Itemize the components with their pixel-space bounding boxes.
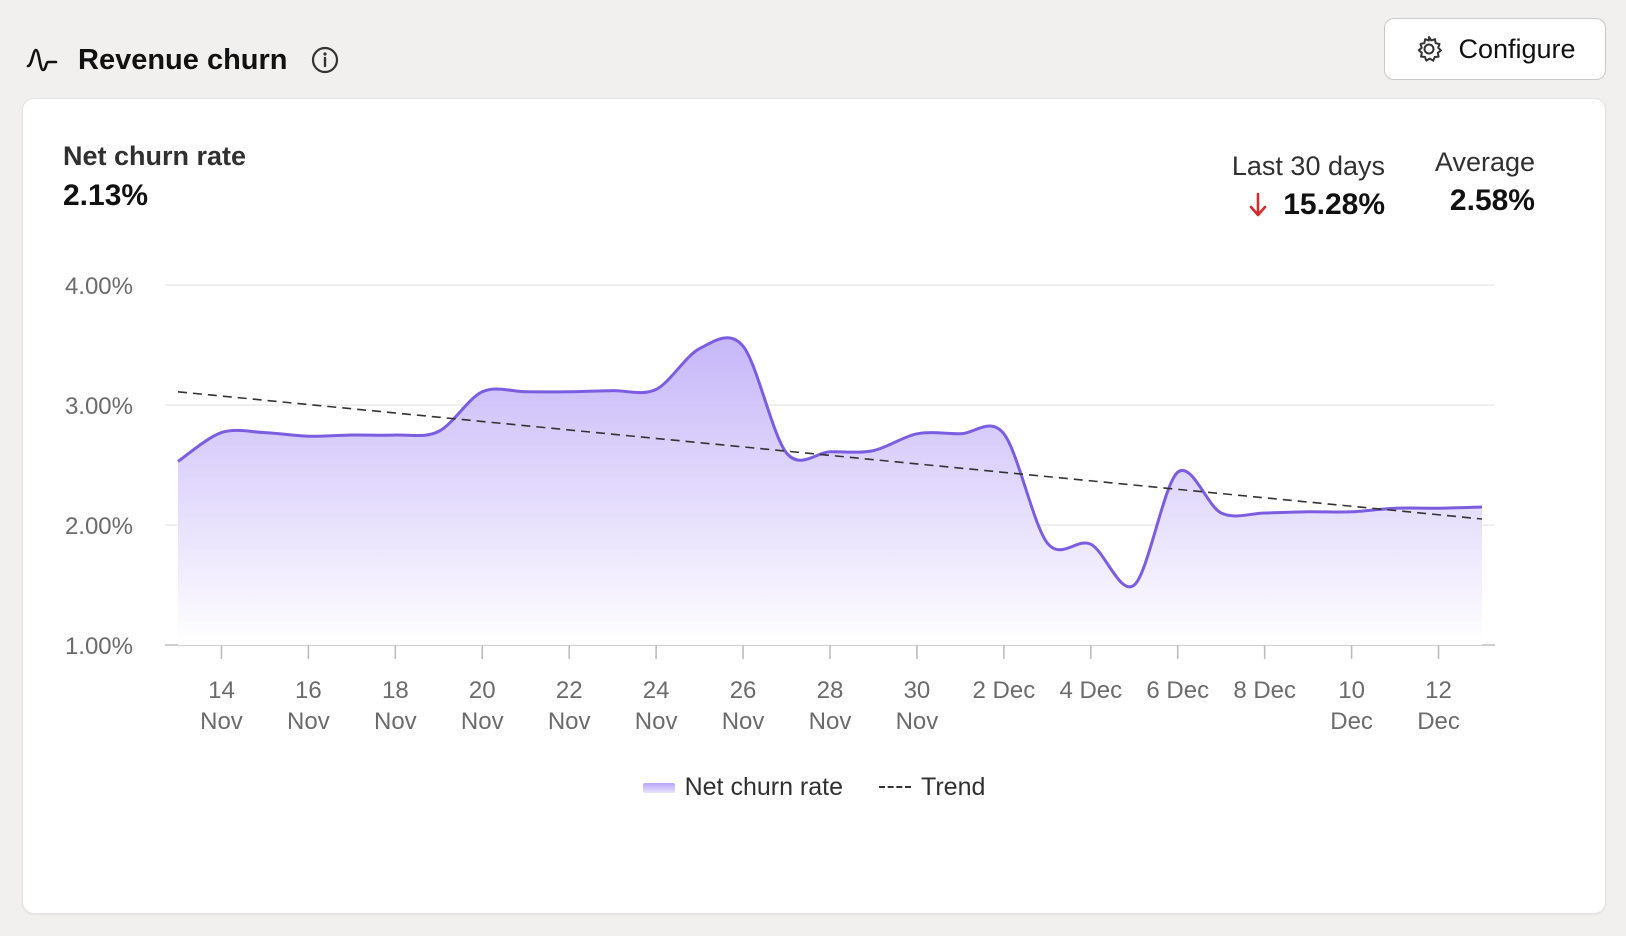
churn-card: Net churn rate 2.13% Last 30 days 15.28%… bbox=[22, 98, 1606, 914]
x-tick-label: 24 bbox=[643, 677, 670, 704]
y-tick-label: 2.00% bbox=[65, 513, 133, 540]
last-30-days-label: Last 30 days bbox=[1231, 151, 1385, 181]
x-tick-label: 16 bbox=[295, 677, 322, 704]
x-tick-label: 6 Dec bbox=[1146, 677, 1209, 704]
x-tick-label-month: Nov bbox=[374, 708, 417, 735]
legend-item-net-churn[interactable]: Net churn rate bbox=[642, 773, 844, 802]
y-tick-label: 1.00% bbox=[65, 633, 133, 660]
x-tick-label: 28 bbox=[817, 677, 844, 704]
legend-swatch-area bbox=[642, 782, 675, 793]
x-tick-label: 10 bbox=[1338, 677, 1365, 704]
area-fill bbox=[178, 337, 1482, 645]
x-tick-label: 22 bbox=[556, 677, 583, 704]
trend-line bbox=[177, 391, 1483, 520]
churn-chart: 1.00% 2.00% 3.00% 4.00% 14 Nov 16 Nov 18 Nov 20 No… bbox=[65, 273, 1495, 735]
x-tick-label-month: Nov bbox=[287, 708, 330, 735]
gear-icon bbox=[1418, 36, 1443, 62]
x-tick-label: 12 bbox=[1425, 677, 1452, 704]
info-icon[interactable] bbox=[310, 45, 340, 75]
configure-label: Configure bbox=[1458, 33, 1576, 64]
x-tick-label-month: Nov bbox=[461, 708, 504, 735]
x-tick-label: 30 bbox=[904, 677, 931, 704]
section-title: Revenue churn bbox=[78, 43, 288, 76]
x-tick-label-month: Nov bbox=[809, 708, 852, 735]
x-tick-label: 18 bbox=[382, 677, 409, 704]
metric-label: Net churn rate bbox=[63, 141, 247, 171]
legend-label-trend: Trend bbox=[921, 773, 986, 801]
section-header: Revenue churn bbox=[26, 38, 340, 82]
average-value: 2.58% bbox=[1449, 184, 1535, 217]
legend-item-trend[interactable]: Trend bbox=[879, 773, 985, 802]
x-tick-label-month: Nov bbox=[200, 708, 243, 735]
y-tick-label: 3.00% bbox=[65, 393, 133, 420]
series-line-net-churn bbox=[177, 336, 1483, 589]
x-tick-label: 2 Dec bbox=[973, 677, 1036, 704]
x-tick-label-month: Nov bbox=[896, 708, 939, 735]
x-tick-label: 8 Dec bbox=[1233, 677, 1296, 704]
x-tick-label-month: Nov bbox=[635, 708, 678, 735]
legend-label-net-churn: Net churn rate bbox=[684, 773, 844, 801]
x-tick-label-month: Nov bbox=[548, 708, 591, 735]
last-30-days-value: 15.28% bbox=[1283, 188, 1385, 221]
configure-button[interactable]: Configure bbox=[1384, 18, 1606, 80]
x-tick-label-month: Nov bbox=[722, 708, 765, 735]
last-30-days-stat: Last 30 days 15.28% bbox=[1232, 151, 1385, 222]
chart-legend: Net churn rate Trend bbox=[23, 773, 1605, 802]
x-tick-label: 20 bbox=[469, 677, 496, 704]
average-label: Average bbox=[1434, 147, 1535, 177]
average-stat: Average 2.58% bbox=[1435, 147, 1535, 218]
arrow-down-icon bbox=[1249, 192, 1267, 217]
metric-value: 2.13% bbox=[63, 179, 149, 212]
x-tick-label-month: Dec bbox=[1417, 708, 1460, 735]
x-tick-label: 26 bbox=[730, 677, 757, 704]
pulse-icon bbox=[26, 48, 58, 72]
legend-swatch-dashed bbox=[879, 785, 912, 790]
x-tick-label: 4 Dec bbox=[1059, 677, 1122, 704]
x-tick-label: 14 bbox=[208, 677, 235, 704]
x-tick-label-month: Dec bbox=[1330, 708, 1373, 735]
y-tick-label: 4.00% bbox=[65, 273, 133, 300]
